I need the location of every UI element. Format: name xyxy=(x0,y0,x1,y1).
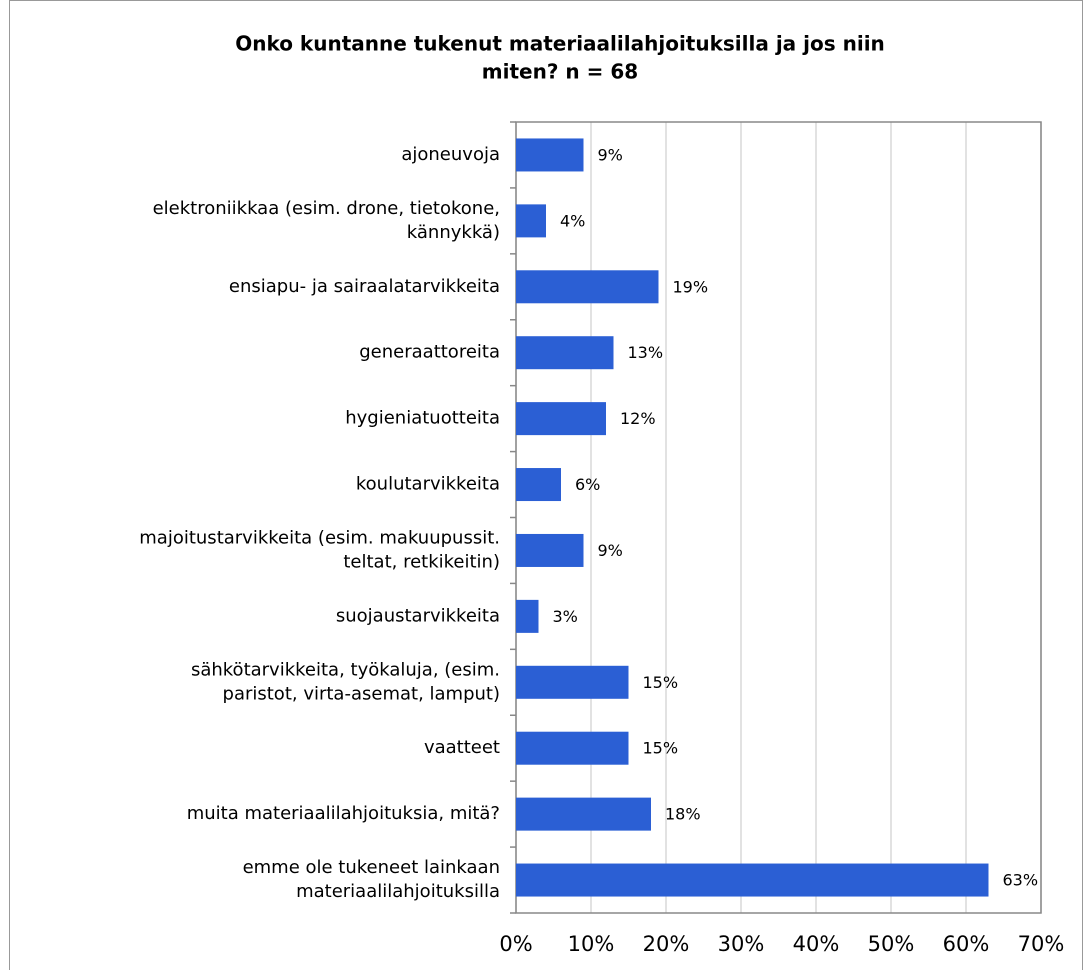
value-label: 15% xyxy=(643,673,679,692)
value-label: 63% xyxy=(1003,871,1039,890)
y-tick-label: materiaalilahjoituksilla xyxy=(296,881,500,902)
x-tick-label: 50% xyxy=(868,932,915,956)
x-tick-label: 30% xyxy=(718,932,765,956)
y-tick-label: hygieniatuotteita xyxy=(345,408,500,429)
bar xyxy=(516,336,614,370)
y-tick-label: elektroniikkaa (esim. drone, tietokone, xyxy=(153,198,500,219)
bar xyxy=(516,665,629,699)
x-tick-label: 40% xyxy=(793,932,840,956)
value-label: 6% xyxy=(575,475,600,494)
x-tick-label: 20% xyxy=(643,932,690,956)
y-tick-label: paristot, virta-asemat, lamput) xyxy=(223,683,500,704)
y-tick-label: ensiapu- ja sairaalatarvikkeita xyxy=(229,276,500,297)
x-tick-label: 0% xyxy=(499,932,532,956)
value-label: 18% xyxy=(665,805,701,824)
bar xyxy=(516,204,546,238)
y-tick-label: kännykkä) xyxy=(407,222,500,243)
value-label: 13% xyxy=(628,343,664,362)
chart-title: Onko kuntanne tukenut materiaalilahjoitu… xyxy=(235,32,885,56)
bar xyxy=(516,270,659,304)
y-tick-label: teltat, retkikeitin) xyxy=(343,551,500,572)
value-label: 15% xyxy=(643,739,679,758)
value-label: 9% xyxy=(598,541,623,560)
chart-title: miten? n = 68 xyxy=(482,60,638,84)
y-tick-label: majoitustarvikkeita (esim. makuupussit. xyxy=(139,527,500,548)
value-label: 12% xyxy=(620,409,656,428)
value-label: 3% xyxy=(553,607,578,626)
y-tick-label: sähkötarvikkeita, työkaluja, (esim. xyxy=(191,659,500,680)
y-tick-label: muita materiaalilahjoituksia, mitä? xyxy=(187,803,500,824)
x-tick-label: 60% xyxy=(943,932,990,956)
bar xyxy=(516,797,651,831)
bar xyxy=(516,138,584,172)
x-tick-label: 70% xyxy=(1018,932,1065,956)
x-tick-label: 10% xyxy=(568,932,615,956)
bar xyxy=(516,402,606,436)
y-tick-label: ajoneuvoja xyxy=(401,144,500,165)
value-label: 19% xyxy=(673,277,709,296)
value-label: 4% xyxy=(560,211,585,230)
y-tick-label: emme ole tukeneet lainkaan xyxy=(243,857,500,878)
y-tick-label: koulutarvikkeita xyxy=(356,474,500,495)
y-tick-label: generaattoreita xyxy=(359,342,500,363)
value-label: 9% xyxy=(598,145,623,164)
bar xyxy=(516,599,539,633)
y-tick-label: vaatteet xyxy=(424,737,500,758)
bar xyxy=(516,533,584,567)
bar xyxy=(516,731,629,765)
y-tick-label: suojaustarvikkeita xyxy=(336,605,500,626)
bar xyxy=(516,863,989,897)
bar xyxy=(516,468,561,502)
